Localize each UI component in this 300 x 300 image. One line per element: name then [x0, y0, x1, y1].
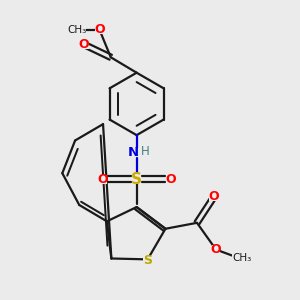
Text: O: O — [208, 190, 219, 203]
FancyBboxPatch shape — [68, 25, 86, 34]
Text: S: S — [131, 172, 142, 187]
FancyBboxPatch shape — [125, 148, 141, 157]
Text: H: H — [141, 145, 150, 158]
FancyBboxPatch shape — [166, 175, 175, 184]
Text: N: N — [128, 146, 139, 159]
Text: O: O — [94, 23, 105, 36]
FancyBboxPatch shape — [232, 253, 252, 262]
Text: O: O — [211, 243, 221, 256]
FancyBboxPatch shape — [143, 256, 152, 265]
FancyBboxPatch shape — [212, 245, 220, 254]
Text: O: O — [79, 38, 89, 51]
FancyBboxPatch shape — [99, 175, 107, 184]
Text: CH₃: CH₃ — [232, 253, 252, 262]
Text: S: S — [143, 254, 152, 267]
FancyBboxPatch shape — [209, 193, 218, 201]
FancyBboxPatch shape — [95, 25, 104, 34]
Text: O: O — [165, 172, 175, 186]
Text: CH₃: CH₃ — [68, 25, 87, 34]
FancyBboxPatch shape — [132, 174, 141, 184]
Text: O: O — [98, 172, 108, 186]
FancyBboxPatch shape — [79, 40, 89, 49]
